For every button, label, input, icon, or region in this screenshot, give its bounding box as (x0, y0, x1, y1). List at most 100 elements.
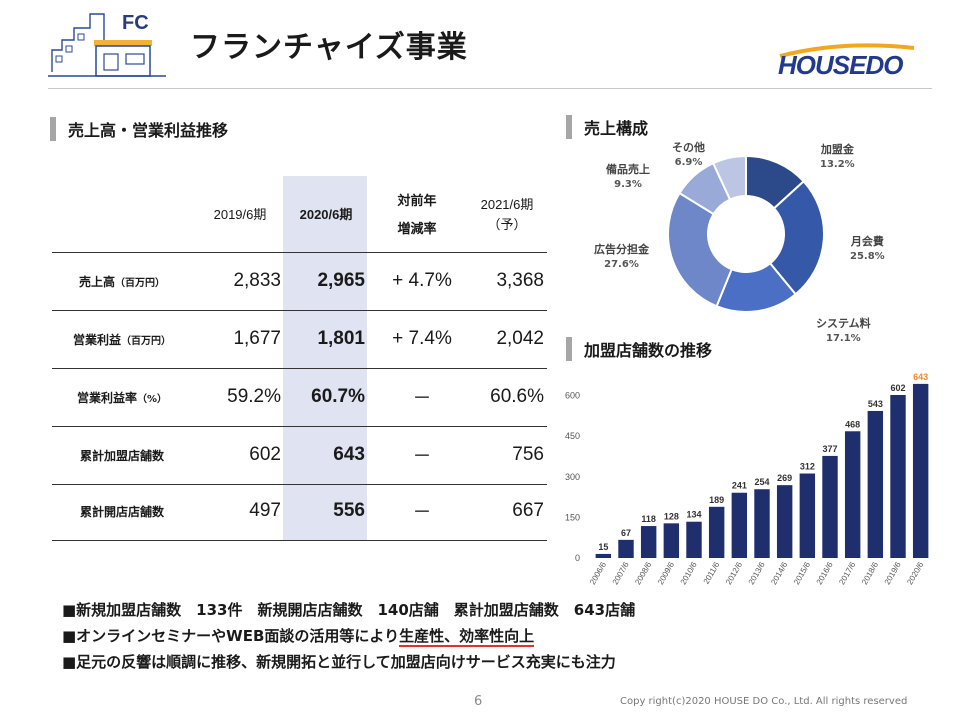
bar-value-label: 602 (890, 383, 905, 393)
x-tick-label: 2013/6 (747, 560, 767, 586)
table-rule (52, 252, 547, 253)
heading-marker (566, 115, 572, 139)
heading-marker (566, 337, 572, 361)
donut-slice (768, 179, 825, 296)
section-title: 売上高・営業利益推移 (68, 121, 229, 140)
x-tick-label: 2016/6 (815, 560, 835, 586)
bar (822, 455, 838, 558)
emphasis-text: 生産性、効率性向上 (399, 627, 535, 647)
composition-chart: 加盟金 13.2% 月会費 25.8% システム料 17.1% 広告分担金 27.6% 備品売上… (580, 138, 940, 348)
value-change: － (412, 502, 432, 523)
y-tick-label: 300 (565, 472, 580, 482)
y-tick-label: 150 (565, 512, 580, 522)
x-tick-label: 2015/6 (792, 560, 812, 586)
bar-value-label: 254 (754, 477, 769, 487)
fc-label: FC (122, 12, 149, 34)
value-2019: 2,833 (233, 270, 281, 291)
slice-label: 備品売上 9.3% (606, 162, 650, 192)
table-rule (52, 310, 547, 311)
table-row: 営業利益率（%） 59.2% 60.7% － 60.6% (52, 369, 547, 426)
x-tick-label: 2010/6 (679, 560, 699, 586)
bullet-text: ■オンラインセミナーやWEB面談の活用等により (62, 627, 400, 645)
bar-value-label: 377 (822, 444, 837, 454)
table-row: 営業利益（百万円） 1,677 1,801 + 7.4% 2,042 (52, 311, 547, 368)
col-header-2021: 2021/6期 (480, 197, 534, 212)
bar-value-label: 269 (777, 473, 792, 483)
x-tick-label: 2007/6 (611, 560, 631, 586)
highlight-column (283, 176, 367, 540)
bar-value-label: 643 (913, 372, 928, 382)
header-divider (48, 88, 932, 89)
table-row: 累計加盟店舗数 602 643 － 756 (52, 427, 547, 484)
slice-label: 広告分担金 27.6% (594, 242, 649, 272)
bar-value-label: 128 (664, 511, 679, 521)
table-row: 累計開店店舗数 497 556 － 667 (52, 485, 547, 540)
slice-name: 広告分担金 (594, 243, 649, 256)
brand-text: HOUSEDO (778, 50, 903, 80)
x-tick-label: 2006/6 (588, 560, 608, 586)
slice-percent: 25.8% (850, 251, 885, 262)
row-label: 売上高（百万円） (78, 275, 165, 289)
value-2021: 60.6% (490, 386, 544, 407)
section-title: 売上構成 (584, 119, 649, 138)
slice-percent: 27.6% (604, 259, 639, 270)
bar (708, 506, 725, 558)
donut-slice (667, 191, 733, 308)
section-heading-stores: 加盟店舗数の推移 (566, 337, 712, 361)
col-header-yoy-1: 対前年 (397, 194, 437, 209)
slice-name: その他 (672, 141, 705, 154)
slice-name: システム料 (816, 317, 871, 330)
slice-percent: 17.1% (825, 333, 861, 344)
stores-bar-chart: 0 150 300 450 600 15 2006/6 67 2007/6 118 2008/6 12… (565, 372, 929, 586)
bullet-line-3: ■足元の反響は順調に推移、新規開拓と並行して加盟店向けサービス充実にも注力 (62, 653, 616, 671)
value-2019: 59.2% (227, 386, 281, 407)
row-label: 累計加盟店舗数 (79, 449, 164, 463)
value-2021: 3,368 (496, 270, 544, 291)
slice-name: 月会費 (850, 235, 884, 248)
bullet-line-1: ■新規加盟店舗数 133件 新規開店店舗数 140店舗 累計加盟店舗数 643店… (62, 601, 636, 619)
slice-label: 加盟金 13.2% (820, 142, 855, 172)
bar-value-label: 118 (641, 514, 656, 524)
slice-percent: 9.3% (614, 179, 642, 190)
slice-label: システム料 17.1% (816, 316, 871, 346)
x-tick-label: 2009/6 (656, 560, 676, 586)
donut-svg (667, 154, 825, 313)
bar-value-label: 468 (845, 419, 860, 429)
value-2020: 556 (333, 500, 365, 521)
bar (844, 431, 861, 558)
slice-name: 備品売上 (606, 163, 650, 176)
page-number: 6 (474, 694, 483, 709)
x-tick-label: 2019/6 (883, 560, 903, 586)
bar (890, 394, 906, 558)
bar (754, 489, 770, 558)
value-2020: 1,801 (317, 328, 365, 349)
slice-label: その他 6.9% (672, 140, 705, 170)
bar-value-label: 543 (868, 399, 883, 409)
bar (686, 521, 702, 558)
table-rule (52, 540, 547, 541)
x-tick-label: 2011/6 (702, 560, 722, 586)
section-heading-sales-profit: 売上高・営業利益推移 (50, 117, 228, 141)
slice-name: 加盟金 (820, 143, 854, 156)
bar (867, 410, 884, 558)
bar (640, 526, 657, 558)
copyright: Copy right(c)2020 HOUSE DO Co., Ltd. All… (620, 696, 908, 707)
col-header-2020: 2020/6期 (299, 207, 353, 222)
section-heading-composition: 売上構成 (566, 115, 648, 139)
page-title: フランチャイズ事業 (190, 30, 468, 65)
bar-value-label: 241 (732, 481, 747, 491)
bar (663, 523, 680, 558)
slice-percent: 6.9% (674, 157, 703, 168)
x-tick-label: 2018/6 (860, 560, 880, 586)
table-rule (52, 484, 547, 485)
y-tick-label: 600 (565, 391, 580, 401)
x-tick-label: 2014/6 (769, 560, 789, 586)
value-2019: 1,677 (233, 328, 281, 349)
value-change: + 4.7% (392, 270, 452, 291)
x-tick-label: 2008/6 (633, 560, 653, 586)
y-tick-label: 0 (575, 553, 580, 563)
bar (595, 553, 612, 558)
row-label: 営業利益率（%） (76, 391, 168, 405)
row-label: 営業利益（百万円） (72, 333, 171, 347)
bar (912, 383, 929, 558)
